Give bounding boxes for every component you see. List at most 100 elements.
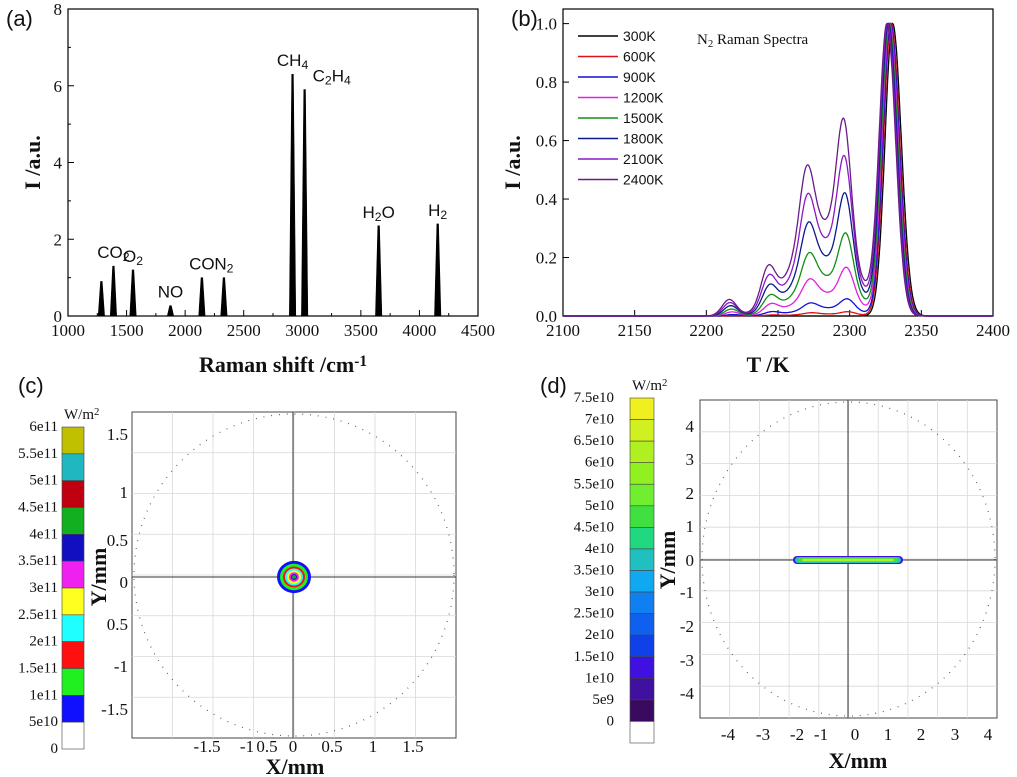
legend-label: 1200K [623,90,664,106]
beam-line [802,558,894,562]
colorbar-tick-label: 2.5e11 [18,607,58,623]
colorbar-cell [629,656,655,679]
y-tick-label: 0.5 [107,531,128,550]
x-tick-label: 2000 [168,321,202,340]
legend-label: 1800K [623,131,664,147]
colorbar-tick-label: 1e11 [29,687,58,703]
y-tick-label: 0.0 [536,307,557,326]
series-line [563,22,993,317]
y-axis-label: Y/mm [86,548,111,607]
peak-bar [434,223,442,317]
colorbar-cell [629,699,655,722]
x-tick-label: -3 [756,725,770,744]
colorbar-cell [629,505,655,528]
x-axis-label: Raman shift /cm-1 [199,352,367,377]
x-tick-label: 3500 [344,321,378,340]
legend-label: 900K [623,69,656,85]
peak-bar [375,225,383,317]
aperture-circle [701,401,996,717]
series-line [563,22,993,317]
peak-bar [198,277,206,317]
peak-label: O2 [123,247,143,268]
y-tick-label: 0 [120,573,129,592]
legend-label: 300K [623,28,656,44]
x-axis-label: X/mm [266,754,325,777]
colorbar-cell [629,462,655,485]
x-tick-label: 1.5 [402,737,423,756]
peak-bar [109,265,117,317]
chart-title: N2 Raman Spectra [697,32,809,50]
colorbar-cell [629,397,655,420]
x-tick-label: 0.5 [256,737,277,756]
colorbar-tick-label: 3e10 [585,584,614,600]
colorbar-cell [61,695,85,723]
colorbar-cell [629,419,655,442]
x-axis-label: X/mm [829,748,888,773]
x-tick-label: -4 [721,725,736,744]
y-tick-label: 1 [120,483,129,502]
y-tick-label: 4 [686,417,695,436]
colorbar-tick-label: 1.5e11 [18,661,58,677]
legend-label: 600K [623,49,656,65]
peak-bar [129,269,137,317]
colorbar-tick-label: 2e11 [29,634,58,650]
x-tick-label: 2100 [546,321,580,340]
y-tick-label: 0.5 [107,615,128,634]
colorbar-cell [61,534,85,562]
peak-label: C2H4 [313,67,351,88]
y-tick-label: 6 [54,77,63,96]
colorbar-tick-label: 1.5e10 [574,649,614,665]
x-tick-label: 2150 [618,321,652,340]
colorbar-cell [629,678,655,701]
beam-spot-ring [292,575,296,579]
y-tick-label: 0.8 [536,73,557,92]
series-line [563,22,993,317]
colorbar-cell [629,527,655,550]
panel-label: (c) [18,373,44,398]
panel-c: (c) 6e11 5.5e11 5e11 4.5e11 4e11 3.5e11 3e11 2.5… [18,373,457,777]
plot-frame [67,8,479,317]
y-tick-label: 4 [54,154,63,173]
peak-bar [301,89,309,317]
colorbar-cell [629,613,655,636]
x-tick-label: 4500 [461,321,495,340]
colorbar-tick-label: 6e11 [29,419,58,435]
x-axis-label: T /K [746,352,789,377]
x-tick-label: -1 [814,725,828,744]
y-tick-label: 1.5 [107,425,128,444]
y-tick-label: -1.5 [101,700,128,719]
panel-label: (a) [6,6,33,31]
peak-label: NO [158,283,184,302]
x-tick-label: 3000 [285,321,319,340]
y-tick-label: 2 [686,484,695,503]
colorbar-tick-label: 5.5e11 [18,446,58,462]
x-tick-label: -2 [790,725,804,744]
colorbar-cell [61,507,85,535]
colorbar-cell [61,668,85,696]
legend-label: 2400K [623,172,664,188]
y-axis-label: Y/mm [655,531,680,590]
colorbar-tick-label: 3e11 [29,580,58,596]
panel-a: (a) 1000 1500 2000 2500 3000 3500 4000 4500 0 2 4 6 8… [6,0,495,377]
y-axis-label: I /a.u. [500,135,525,189]
panel-d: (d) 7.5e10 7e10 6.5e10 6e10 5.5e10 5e10 4.5e10 4… [540,373,998,773]
colorbar-tick-label: 4e10 [585,541,614,557]
aperture-circle [133,413,455,737]
series-line [563,22,993,317]
colorbar-tick-label: 6.5e10 [574,433,614,449]
x-tick-label: 1500 [110,321,144,340]
y-axis-label: I /a.u. [20,135,45,189]
colorbar-tick-label: 2e10 [585,627,614,643]
y-tick-label: 0.2 [536,249,557,268]
x-tick-label: 4 [984,725,993,744]
series-line [563,22,993,317]
colorbar-cell [61,426,85,455]
colorbar-tick-label: 5e10 [585,498,614,514]
x-tick-label: 2 [917,725,926,744]
series-line [563,22,993,317]
peak-label: H2O [362,203,394,224]
legend-label: 1500K [623,110,664,126]
peak-label: CH4 [277,51,309,72]
y-tick-label: -1 [114,657,128,676]
